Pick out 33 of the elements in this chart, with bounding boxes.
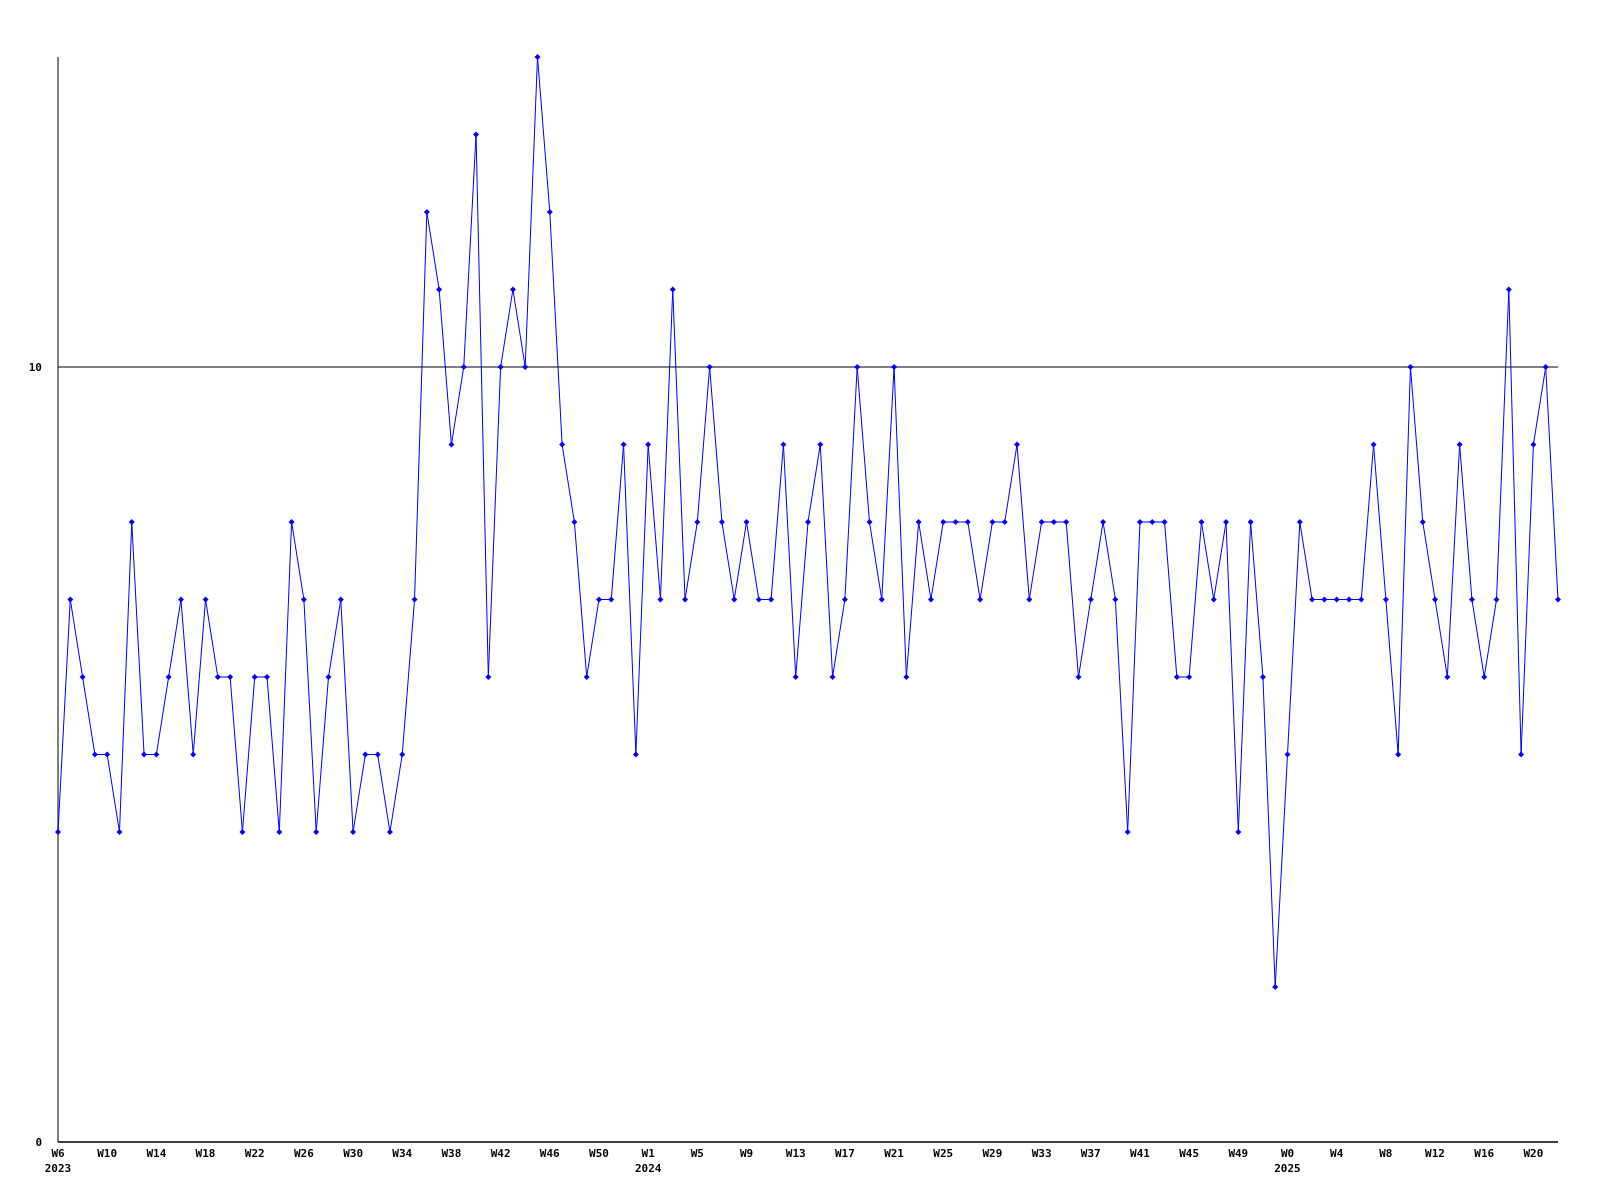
x-tick-label: W20 <box>1523 1147 1544 1160</box>
x-tick-label: W42 <box>490 1147 511 1160</box>
x-tick-label: W14 <box>146 1147 167 1160</box>
x-tick-label: W49 <box>1228 1147 1249 1160</box>
x-tick-label: W30 <box>343 1147 364 1160</box>
x-tick-label: W17 <box>834 1147 855 1160</box>
x-tick-label: W45 <box>1179 1147 1200 1160</box>
y-tick-label: 0 <box>35 1135 42 1149</box>
x-tick-label: W46 <box>539 1147 561 1160</box>
x-tick-label: W22 <box>244 1147 265 1160</box>
x-tick-label: W12 <box>1425 1147 1445 1160</box>
x-tick-label: W13 <box>785 1147 806 1160</box>
y-tick-label: 10 <box>28 360 42 374</box>
x-tick-label: W5 <box>690 1147 704 1160</box>
x-tick-label: W26 <box>293 1147 315 1160</box>
x-tick-label: W8 <box>1379 1147 1393 1160</box>
x-tick-label: W9 <box>739 1147 754 1160</box>
x-tick-label: W33 <box>1031 1147 1052 1160</box>
x-tick-label: W38 <box>441 1147 462 1160</box>
x-tick-label: W50 <box>589 1147 609 1160</box>
x-tick-label: W29 <box>982 1147 1003 1160</box>
x-tick-label: W6 2023 <box>44 1147 72 1175</box>
x-tick-label: W21 <box>884 1147 905 1160</box>
x-tick-label: W25 <box>933 1147 954 1160</box>
x-tick-label: W1 2024 <box>634 1147 662 1175</box>
x-tick-label: W10 <box>97 1147 118 1160</box>
x-tick-label: W37 <box>1080 1147 1101 1160</box>
x-tick-label: W16 <box>1474 1147 1495 1160</box>
x-tick-label: W41 <box>1130 1147 1151 1160</box>
x-tick-label: W18 <box>195 1147 216 1160</box>
x-tick-label: W34 <box>392 1147 413 1160</box>
x-tick-label: W4 <box>1330 1147 1344 1160</box>
x-tick-label: W0 2025 <box>1274 1147 1301 1175</box>
